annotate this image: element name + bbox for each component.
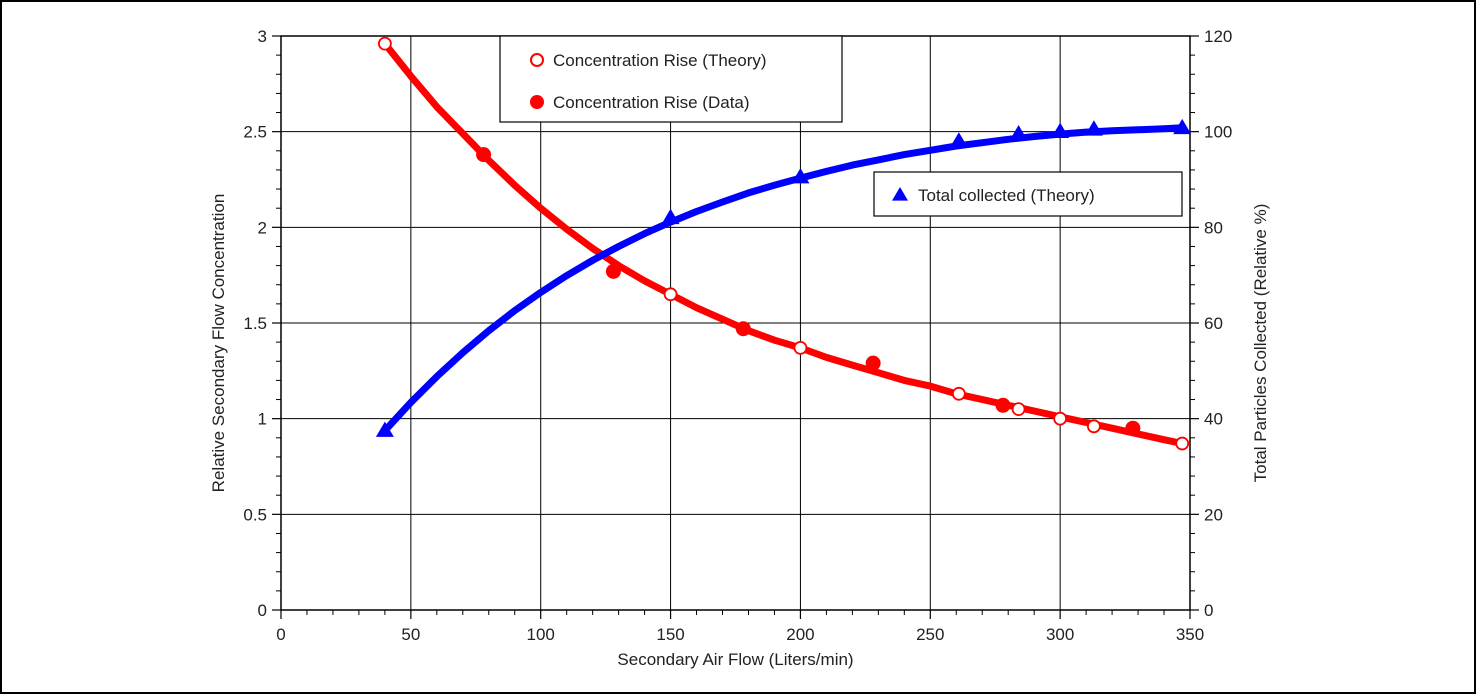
x-tick-label: 150 [656,625,684,644]
y2-tick-label: 80 [1204,218,1223,237]
y-tick-label: 0.5 [243,505,267,524]
markers [375,36,1192,451]
y-axis-label: Relative Secondary Flow Concentration [209,194,228,493]
y2-tick-label: 60 [1204,314,1223,333]
total-collected-point [1009,125,1028,141]
theory-point [663,287,678,302]
total-collected-point [661,208,680,225]
total-collected-point [791,168,810,184]
data-point [995,397,1011,413]
x-tick-label: 200 [786,625,814,644]
y2-tick-label: 20 [1204,505,1223,524]
legend-entry-total: Total collected (Theory) [918,186,1095,205]
total-collected-point [1173,118,1192,135]
total-collected-point [375,421,394,437]
theory-point [1011,402,1026,417]
y2-tick-label: 0 [1204,601,1213,620]
y-tick-label: 1 [258,410,267,429]
y-tick-label: 2 [258,218,267,237]
theory-point [1175,436,1190,451]
axis-ticks: 0 50 100 150 200 250 300 35000.511.522.53020406… [243,27,1232,644]
data-point [605,263,621,279]
total-collected-point [1051,122,1070,138]
legend-triangle-marker [892,187,908,201]
legend-box [873,171,1183,217]
x-tick-label: 350 [1176,625,1204,644]
y-tick-label: 1.5 [243,314,267,333]
data-point [1125,420,1141,436]
legend-concentration: Concentration Rise (Theory) Concentratio… [499,35,843,123]
legend-total-collected: Total collected (Theory) [873,171,1183,217]
y-tick-label: 0 [258,601,267,620]
legend-entry-data: Concentration Rise (Data) [553,93,750,112]
theory-point [1053,411,1068,426]
y-tick-label: 2.5 [243,123,267,142]
theory-point [1087,419,1101,434]
y2-tick-label: 120 [1204,27,1232,46]
legend-entry-theory: Concentration Rise (Theory) [553,51,767,70]
total-collected-point [1084,120,1103,136]
x-tick-label: 300 [1046,625,1074,644]
theory-point [377,36,392,51]
y2-axis-label: Total Particles Collected (Relative %) [1251,204,1270,483]
x-tick-label: 250 [916,625,944,644]
x-axis-label: Secondary Air Flow (Liters/min) [617,650,853,669]
legend-box [499,35,843,123]
theory-point [951,386,966,401]
x-tick-label: 50 [401,625,420,644]
theory-point [793,340,808,355]
total-collected-point [949,132,968,148]
data-point [735,321,751,337]
data-point [865,355,881,371]
data-point [476,147,492,163]
x-tick-label: 100 [527,625,555,644]
y-tick-label: 3 [258,27,267,46]
legend-filled-circle-marker [530,95,544,109]
legend-open-circle-marker [530,53,544,67]
y2-tick-label: 40 [1204,410,1223,429]
y2-tick-label: 100 [1204,123,1232,142]
x-tick-label: 0 [276,625,285,644]
